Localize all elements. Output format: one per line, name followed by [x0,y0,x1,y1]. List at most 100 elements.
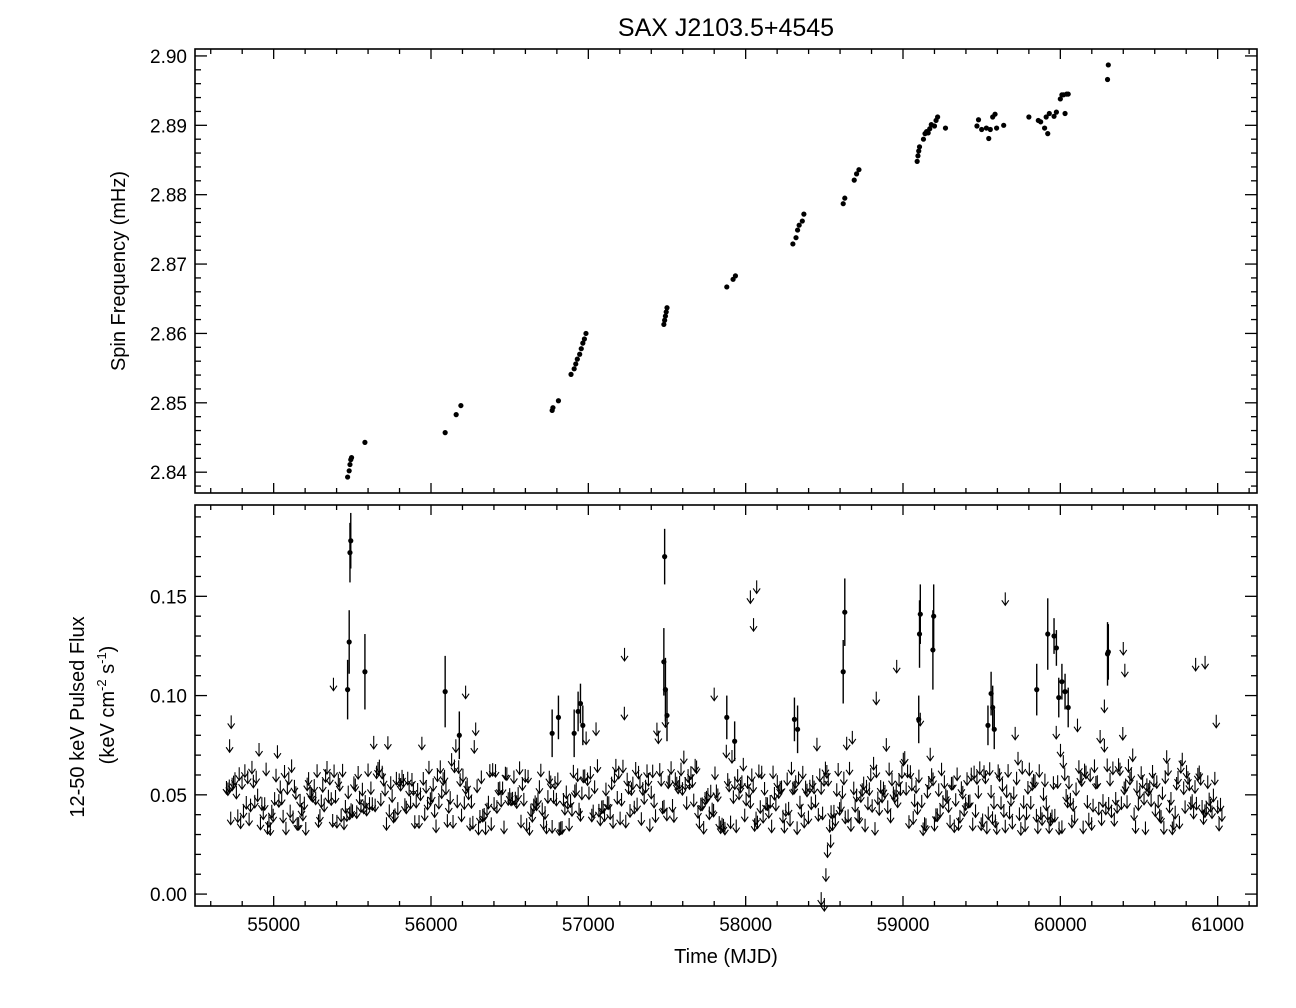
upper-limit-arrow [808,774,817,789]
upper-limit-arrow [793,821,802,836]
upper-limit-arrow [340,816,348,831]
upper-limit-arrow [832,783,841,798]
pulsed-flux-point [662,554,668,560]
spin-frequency-plot-frame [194,48,1258,494]
upper-limit-arrow [1069,798,1078,813]
pulsed-flux-axis-label: 12-50 keV Pulsed Flux [67,616,89,817]
upper-limit-arrow [933,808,942,823]
pulsed-flux-point [990,704,996,711]
upper-limit-arrow [1002,784,1011,799]
upper-limit-arrow [1008,815,1017,830]
upper-limit-arrow [289,810,297,825]
upper-limit-arrow [886,809,895,824]
upper-limit-arrow [1059,755,1068,770]
upper-limit-arrow [1040,773,1049,788]
upper-limit-arrow [790,780,799,795]
upper-limit-arrow [1138,775,1147,790]
upper-limit-arrow [589,804,598,819]
upper-limit-arrow [443,814,452,829]
upper-limit-arrow [1026,796,1035,811]
upper-limit-arrow [665,773,674,788]
pulsed-flux-point [1065,704,1071,711]
upper-limit-arrow [468,815,477,830]
pulsed-flux-point [930,647,936,653]
spin-frequency-point [442,430,448,436]
upper-limit-arrow [651,809,660,824]
upper-limit-arrow [872,691,881,706]
spin-frequency-point [1038,119,1044,125]
upper-limit-arrow [301,822,310,837]
upper-limit-arrow [795,795,804,810]
upper-limit-arrow [542,820,551,835]
upper-limit-arrow [803,783,811,798]
upper-limit-arrow [226,811,235,826]
upper-limit-arrow [745,784,753,799]
upper-limit-arrow [984,806,993,821]
upper-limit-arrow [972,771,981,786]
upper-limit-arrow [1208,805,1216,820]
upper-limit-arrow [1106,772,1115,787]
upper-limit-arrow [408,773,416,787]
upper-limit-arrow [310,779,319,794]
upper-limit-arrow [934,783,943,798]
upper-limit-arrow [1205,792,1214,807]
upper-limit-arrow [1021,818,1030,833]
upper-limit-arrow [270,792,279,807]
y-tick-label: 2.85 [150,394,187,415]
upper-limit-arrow [474,821,483,836]
upper-limit-arrow [1087,817,1096,832]
upper-limit-arrow [1137,766,1146,781]
upper-limit-arrow [617,792,626,807]
pulsed-flux-point [794,726,801,732]
upper-limit-arrow [1035,764,1044,779]
spin-frequency-point [925,130,931,136]
upper-limit-arrow [330,764,339,779]
upper-limit-arrow [239,804,248,819]
upper-limit-arrow [399,774,408,788]
upper-limit-arrow [873,791,882,806]
upper-limit-arrow [453,794,462,809]
spin-frequency-point [577,351,583,357]
spin-frequency-point [555,398,562,404]
upper-limit-arrow [354,766,363,780]
spin-frequency-point [799,218,805,224]
pulsed-flux-point [346,639,352,645]
pulsed-flux-point [1105,649,1111,655]
upper-limit-arrow [524,769,533,784]
spin-frequency-point [1051,113,1057,119]
upper-limit-arrow [374,762,382,776]
spin-frequency-points [345,62,1111,480]
upper-limit-arrow [586,766,595,781]
upper-limit-arrow [284,771,293,786]
upper-limit-arrow [415,815,423,830]
upper-limit-arrow [1001,819,1010,834]
upper-limit-arrow [691,758,700,773]
upper-limit-arrow [1049,776,1058,791]
upper-limit-arrow [1183,771,1192,786]
upper-limit-arrow [855,810,864,825]
upper-limit-arrow [975,761,984,776]
spin-frequency-point [994,125,1000,131]
upper-limit-arrow [766,795,775,810]
upper-limit-arrow [749,618,758,633]
y-tick-label: 0.15 [150,587,187,608]
spin-frequency-point [662,313,669,319]
upper-limit-arrow [1172,776,1181,791]
upper-limit-arrow [705,806,714,821]
upper-limit-arrow [311,791,320,806]
upper-limit-arrow [695,815,704,830]
spin-frequency-point [794,227,801,233]
x-tick-label: 55000 [247,915,300,936]
upper-limit-arrow [543,790,552,805]
upper-limit-arrow [534,792,542,807]
x-tick-label: 61000 [1191,915,1244,936]
pulsed-flux-panel: 55000 56000 57000 58000 59000 60000 61000 0.00 0… [67,504,1258,968]
x-tick-label: 57000 [562,915,615,936]
upper-limit-arrow [471,722,480,737]
upper-limit-arrow [329,677,338,692]
upper-limit-arrow [943,790,952,805]
upper-limit-arrow [742,792,751,807]
upper-limit-arrow [922,818,930,833]
upper-limit-arrow [1050,808,1059,823]
